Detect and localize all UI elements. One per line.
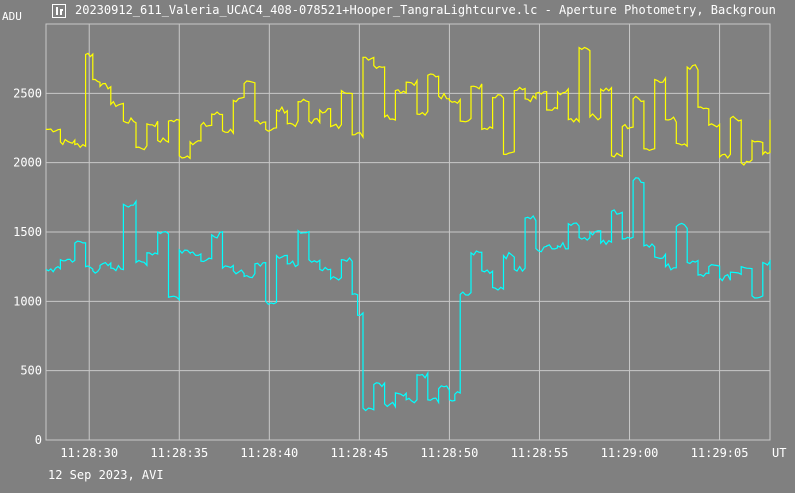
y-tick-label: 0: [35, 433, 42, 447]
y-tick-label: 2500: [13, 86, 42, 100]
x-tick-label: 11:29:05: [691, 446, 749, 460]
y-tick-label: 1500: [13, 225, 42, 239]
y-tick-label: 2000: [13, 156, 42, 170]
series-lines: [45, 46, 771, 412]
series-line-2: [45, 177, 771, 412]
series-line-1: [46, 46, 771, 166]
date-footer: 12 Sep 2023, AVI: [48, 468, 164, 482]
x-axis-label: UT: [772, 446, 787, 460]
grid-lines: [46, 24, 770, 440]
x-tick-label: 11:29:00: [601, 446, 659, 460]
x-tick-label: 11:28:50: [421, 446, 479, 460]
y-tick-label: 1000: [13, 294, 42, 308]
x-tick-label: 11:28:35: [150, 446, 208, 460]
x-tick-label: 11:28:55: [511, 446, 569, 460]
x-tick-label: 11:28:40: [240, 446, 298, 460]
y-tick-label: 500: [20, 364, 42, 378]
x-tick-label: 11:28:30: [60, 446, 118, 460]
window-title: 20230912_611_Valeria_UCAC4_408-078521+Ho…: [75, 3, 776, 17]
y-axis-label: ADU: [2, 10, 22, 23]
y-tick-labels: 0 500 1000 1500 2000 2500: [13, 86, 42, 447]
x-tick-labels: 11:28:30 11:28:35 11:28:40 11:28:45 11:28:50…: [60, 446, 748, 460]
lightcurve-app-icon: [52, 4, 66, 18]
x-tick-label: 11:28:45: [330, 446, 388, 460]
